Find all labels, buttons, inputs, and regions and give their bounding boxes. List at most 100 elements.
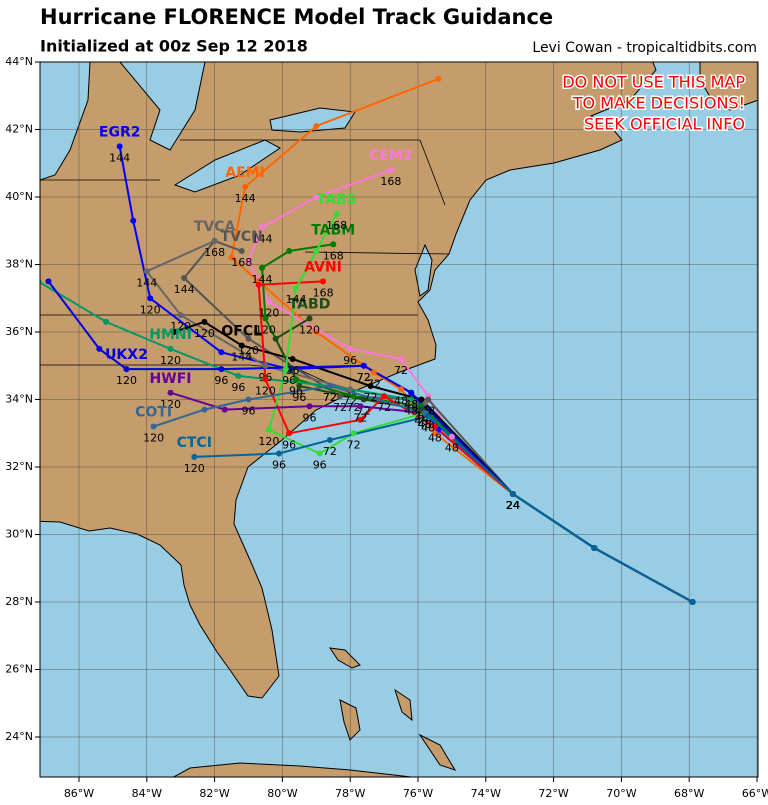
forecast-hour: 168 bbox=[204, 246, 225, 259]
land-bahamas-4 bbox=[418, 733, 457, 771]
track-point bbox=[313, 329, 320, 335]
forecast-hour: 48 bbox=[428, 432, 442, 445]
track-point bbox=[337, 393, 344, 400]
track-point bbox=[326, 437, 333, 443]
forecast-hour: 120 bbox=[184, 462, 205, 475]
model-name: TABS bbox=[317, 192, 357, 208]
warning: DO NOT USE THIS MAP TO MAKE DECISIONS! SEE… bbox=[561, 71, 747, 135]
forecast-hour: 96 bbox=[303, 411, 317, 424]
track-point bbox=[262, 362, 269, 369]
track-point bbox=[435, 75, 442, 82]
track-point bbox=[218, 366, 225, 373]
warning-line: DO NOT USE THIS MAP bbox=[562, 73, 745, 92]
track-point bbox=[259, 264, 266, 271]
forecast-hour: 120 bbox=[299, 324, 320, 337]
lat-tick-label: 26°N bbox=[5, 663, 33, 676]
forecast-hour: 120 bbox=[258, 307, 279, 320]
forecast-hour: 48 bbox=[404, 405, 418, 418]
track-point bbox=[357, 416, 364, 423]
model-name: TABM bbox=[311, 222, 355, 238]
track-point bbox=[367, 383, 374, 389]
forecast-hour: 96 bbox=[282, 374, 296, 387]
forecast-hour: 144 bbox=[252, 232, 273, 245]
lon-tick-label: 84°W bbox=[132, 787, 162, 800]
lon-tick-label: 86°W bbox=[64, 787, 94, 800]
track-point bbox=[591, 545, 598, 551]
forecast-hour: 24 bbox=[506, 499, 520, 512]
forecast-hour: 96 bbox=[292, 391, 306, 404]
lon-tick-label: 74°W bbox=[471, 787, 501, 800]
forecast-hour: 120 bbox=[116, 374, 137, 387]
forecast-hour: 120 bbox=[255, 324, 276, 337]
track-point bbox=[245, 258, 252, 265]
track-point bbox=[150, 423, 157, 430]
track-point bbox=[103, 318, 110, 325]
land-bahamas-3 bbox=[394, 688, 413, 722]
track-point bbox=[255, 281, 262, 288]
forecast-hour: 120 bbox=[258, 435, 279, 448]
forecast-hour: 24 bbox=[506, 499, 520, 512]
forecast-hour: 96 bbox=[242, 405, 256, 418]
lat-tick-label: 32°N bbox=[5, 460, 33, 473]
track-point bbox=[313, 248, 320, 254]
lake-huron bbox=[119, 62, 206, 151]
track-point bbox=[123, 366, 130, 373]
track-point bbox=[238, 342, 245, 349]
track-point bbox=[177, 312, 184, 319]
forecast-hour: 96 bbox=[214, 374, 228, 387]
track-point bbox=[262, 315, 269, 322]
lon-tick-label: 66°W bbox=[742, 787, 768, 800]
chesapeake-bay bbox=[414, 243, 433, 297]
track-point bbox=[96, 345, 103, 352]
track-point bbox=[306, 315, 313, 322]
forecast-hour: 48 bbox=[394, 394, 408, 407]
track-point bbox=[191, 453, 198, 460]
track-point bbox=[398, 356, 405, 362]
track-point bbox=[387, 167, 394, 173]
model-name: HMNI bbox=[149, 327, 192, 343]
track-point bbox=[296, 383, 303, 389]
track-point bbox=[167, 389, 174, 396]
forecast-hour: 48 bbox=[421, 421, 435, 434]
forecast-hour: 120 bbox=[194, 327, 215, 340]
model-name: UKX2 bbox=[105, 347, 148, 363]
track-point bbox=[245, 335, 252, 342]
lon-tick-label: 80°W bbox=[267, 787, 297, 800]
track-point bbox=[320, 278, 327, 285]
track-point bbox=[292, 285, 299, 292]
track-point bbox=[265, 298, 272, 305]
track-point bbox=[259, 224, 266, 231]
track-point bbox=[689, 599, 696, 605]
forecast-hour: 72 bbox=[364, 391, 378, 404]
forecast-hour: 72 bbox=[394, 364, 408, 377]
forecast-hour: 24 bbox=[506, 499, 520, 512]
track-point bbox=[272, 335, 279, 342]
forecast-hour: 144 bbox=[136, 276, 157, 289]
land-bahamas-1 bbox=[328, 647, 361, 669]
track-point bbox=[262, 376, 269, 383]
forecast-hour: 72 bbox=[323, 391, 337, 404]
track-point bbox=[316, 450, 323, 457]
track-point bbox=[326, 383, 333, 389]
lon-tick-label: 68°W bbox=[674, 787, 704, 800]
track-point bbox=[282, 366, 289, 373]
track-point bbox=[357, 403, 364, 410]
land-mainland bbox=[40, 62, 657, 699]
track-point bbox=[333, 210, 340, 217]
forecast-hour: 144 bbox=[231, 351, 252, 364]
track-point bbox=[360, 396, 367, 403]
model-name: AEMI bbox=[225, 165, 265, 181]
forecast-hour: 72 bbox=[353, 411, 367, 424]
model-name: EGR2 bbox=[99, 124, 141, 140]
forecast-hour: 48 bbox=[418, 418, 432, 431]
track-point bbox=[425, 413, 432, 420]
track-point bbox=[381, 393, 388, 400]
forecast-hour: 48 bbox=[445, 442, 459, 455]
lon-tick-label: 72°W bbox=[538, 787, 568, 800]
track-point bbox=[418, 396, 425, 403]
track-point bbox=[398, 386, 405, 393]
forecast-hour: 72 bbox=[323, 445, 337, 458]
model-name: TABD bbox=[289, 297, 331, 313]
forecast-hour: 144 bbox=[285, 293, 306, 306]
